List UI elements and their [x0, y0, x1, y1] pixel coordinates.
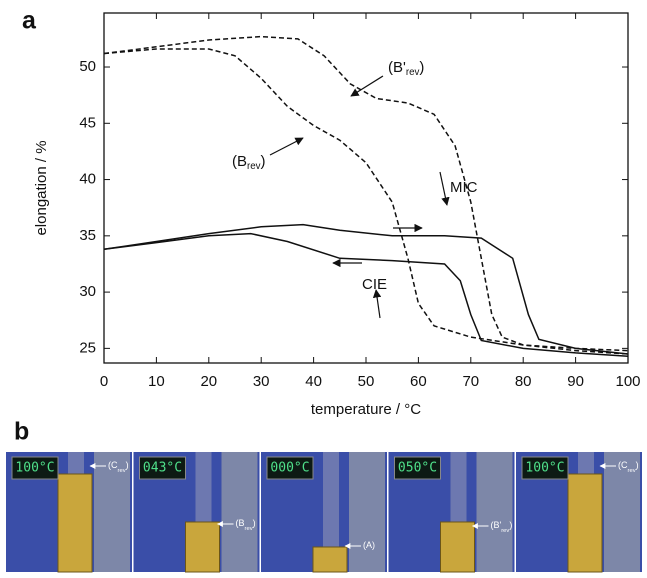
- annotation: MIC: [450, 179, 478, 196]
- photo-label-sub: rev: [628, 468, 636, 474]
- display-text: 000°C: [270, 461, 309, 476]
- photo-label-suffix: ): [509, 520, 512, 530]
- photo-label-sub: rev: [245, 526, 253, 532]
- rod: [323, 452, 339, 572]
- photo-label: (Crev): [618, 460, 639, 473]
- annotation-sub: rev: [406, 67, 420, 78]
- annotation-suffix: ): [419, 59, 424, 76]
- panel-label: a: [22, 7, 37, 35]
- photo-label: (Brev): [236, 518, 256, 531]
- display: [521, 456, 569, 480]
- photo: 043°C (Brev): [133, 452, 260, 573]
- display: [266, 456, 314, 480]
- display-text: 100°C: [15, 461, 54, 476]
- photo: 000°C (A): [261, 452, 387, 573]
- annotation-text: MIC: [450, 179, 478, 196]
- photo-label-suffix: ): [126, 460, 129, 470]
- x-tick-label: 100: [615, 373, 640, 390]
- annotation-text: (B': [388, 59, 406, 76]
- clamp: [185, 521, 220, 573]
- x-axis-title: temperature / °C: [311, 401, 421, 418]
- annotation: (B'rev): [388, 59, 424, 78]
- clamp: [567, 473, 603, 573]
- x-tick-label: 90: [567, 373, 584, 390]
- data-line: [103, 48, 629, 355]
- ruler: [476, 452, 513, 572]
- clamp: [312, 546, 348, 573]
- y-tick-label: 35: [79, 227, 96, 244]
- display-text: 043°C: [143, 461, 182, 476]
- y-tick-label: 50: [79, 58, 96, 75]
- photo-label: (A): [363, 540, 375, 550]
- data-line: [103, 232, 629, 357]
- y-tick-label: 45: [79, 114, 96, 131]
- photo-label-suffix: ): [636, 460, 639, 470]
- display: [11, 456, 59, 480]
- photo-label-text: (C: [618, 460, 628, 470]
- annotation-suffix: ): [261, 153, 266, 170]
- display: [394, 456, 441, 480]
- display: [139, 456, 186, 480]
- y-tick-label: 30: [79, 283, 96, 300]
- photo-strip: 100°C (Crev) 043°C(Brev)000°C(A)050°C(B're…: [6, 452, 642, 573]
- annotation-arrows: [269, 75, 450, 319]
- x-tick-label: 30: [253, 373, 270, 390]
- annotation: (Brev): [232, 153, 266, 172]
- annotation: CIE: [362, 276, 387, 293]
- annotation-sub: rev: [247, 161, 261, 172]
- ruler: [221, 452, 258, 572]
- x-tick-label: 40: [305, 373, 322, 390]
- photo: 050°C (B'rev): [388, 452, 515, 573]
- ruler: [349, 452, 385, 572]
- photo-label-sub: rev: [501, 528, 509, 534]
- clamp: [57, 473, 93, 573]
- display-text: 050°C: [398, 461, 437, 476]
- x-tick-label: 0: [100, 373, 108, 390]
- photo-label-text: (B': [491, 520, 502, 530]
- photo-label: (Crev): [108, 460, 129, 473]
- y-tick-label: 25: [79, 339, 96, 356]
- y-tick-label: 40: [79, 171, 96, 188]
- plot: 0 10 20 30 40 50 60 70 80 90 100 25 30 35 40 45 50 temper…: [33, 12, 641, 418]
- ruler: [604, 452, 640, 572]
- photo: 100°C (Crev): [6, 452, 132, 573]
- photo: 100°C (Crev): [516, 452, 642, 573]
- y-axis-title: elongation / %: [33, 140, 50, 235]
- annotation-text: CIE: [362, 276, 387, 293]
- photo-label-text: (C: [108, 460, 118, 470]
- x-tick-label: 10: [148, 373, 165, 390]
- photo-label: (B'rev): [491, 520, 513, 533]
- photo-label-text: (A): [363, 540, 375, 550]
- ruler: [94, 452, 130, 572]
- x-tick-label: 70: [462, 373, 479, 390]
- photo-label-text: (B: [236, 518, 245, 528]
- display-text: 100°C: [525, 461, 564, 476]
- x-tick-label: 20: [200, 373, 217, 390]
- plot-frame: [103, 12, 629, 364]
- x-tick-label: 60: [410, 373, 427, 390]
- data-line: [103, 35, 629, 352]
- x-tick-label: 50: [358, 373, 375, 390]
- annotation-text: (B: [232, 153, 247, 170]
- photo-label-sub: rev: [118, 468, 126, 474]
- panel-label: b: [14, 418, 29, 446]
- photo-label-suffix: ): [253, 518, 256, 528]
- x-tick-label: 80: [515, 373, 532, 390]
- data-line: [103, 223, 629, 355]
- clamp: [440, 521, 475, 573]
